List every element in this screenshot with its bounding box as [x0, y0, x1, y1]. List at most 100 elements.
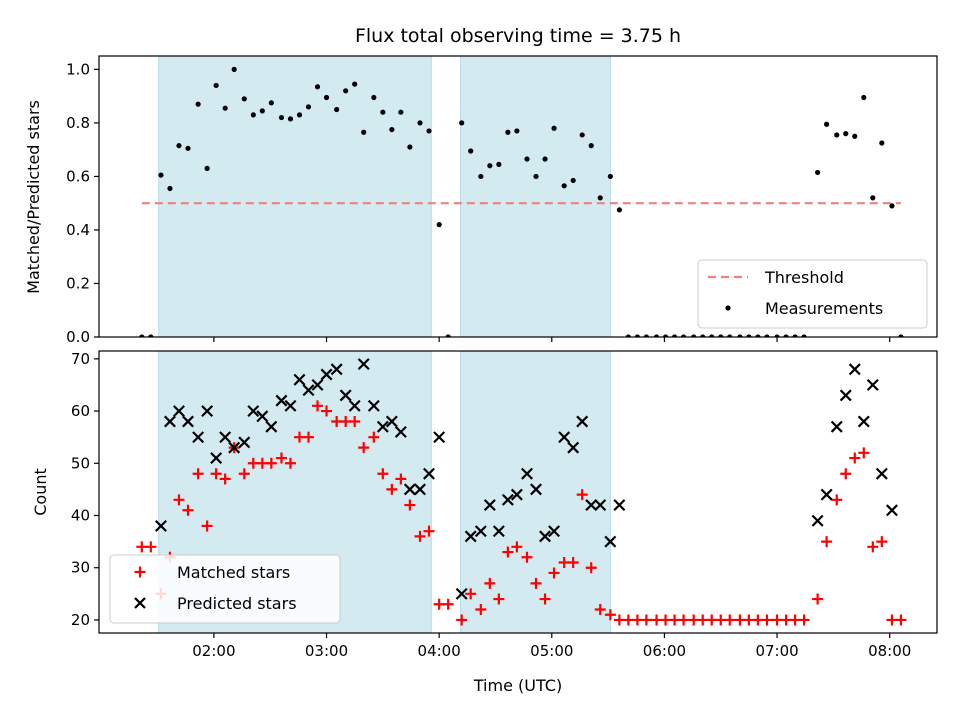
top-y-tick-label: 0.2 — [66, 274, 90, 292]
matched-star-point — [484, 577, 496, 589]
matched-star-point — [321, 405, 333, 417]
matched-star-point — [585, 562, 597, 574]
predicted-star-point — [594, 499, 607, 512]
measurement-point — [755, 334, 761, 337]
measurement-point — [533, 173, 539, 180]
bottom-y-axis-label: Count — [31, 468, 50, 516]
measurement-point — [231, 66, 237, 72]
matched-star-point — [539, 593, 551, 605]
matched-star-point — [858, 447, 870, 459]
matched-star-point — [604, 609, 616, 621]
measurement-point — [352, 81, 358, 87]
predicted-star-point — [163, 415, 176, 428]
predicted-star-point — [210, 452, 223, 465]
bottom-y-tick-label: 20 — [71, 611, 90, 629]
measurement-point — [407, 144, 413, 150]
matched-star-point — [284, 457, 296, 469]
predicted-star-point — [885, 504, 898, 517]
predicted-star-point — [857, 415, 870, 428]
matched-star-point — [275, 452, 287, 464]
measurement-point — [204, 165, 210, 171]
measurement-point — [259, 108, 265, 114]
measurement-point — [323, 94, 330, 101]
matched-star-point — [145, 541, 157, 553]
predicted-star-point — [394, 425, 407, 438]
predicted-star-point — [839, 389, 852, 402]
legend-predicted-swatch — [134, 597, 146, 609]
top-y-axis-label: Matched/Predicted stars — [24, 100, 43, 294]
measurement-point — [843, 131, 849, 137]
measurement-point — [561, 183, 567, 189]
measurement-point — [222, 105, 228, 111]
predicted-star-point — [567, 441, 580, 454]
matched-star-point — [210, 468, 222, 480]
top-y-tick-label: 0.4 — [66, 221, 90, 239]
top-observing-interval-2 — [460, 56, 611, 337]
predicted-star-point — [403, 483, 416, 496]
matched-star-point — [502, 546, 514, 558]
matched-star-point — [521, 551, 533, 563]
measurement-point — [824, 121, 830, 127]
predicted-star-point — [172, 405, 185, 418]
bottom-legend-label: Predicted stars — [177, 594, 297, 613]
measurement-point — [278, 114, 285, 121]
matched-star-point — [303, 431, 314, 443]
predicted-star-point — [275, 394, 288, 407]
measurement-point — [445, 334, 451, 337]
matched-star-point — [821, 536, 833, 548]
predicted-star-point — [357, 358, 370, 371]
bottom-y-tick-label: 30 — [71, 559, 90, 577]
measurement-point — [148, 334, 154, 337]
matched-star-point — [219, 473, 231, 485]
matched-star-point — [849, 452, 861, 464]
measurement-point — [296, 112, 303, 118]
matched-star-point — [173, 494, 185, 506]
measurement-point — [213, 82, 219, 89]
predicted-star-point — [548, 525, 561, 538]
measurement-point — [737, 334, 743, 337]
predicted-star-point — [510, 488, 523, 501]
measurement-point — [487, 163, 493, 169]
measurement-point — [852, 133, 858, 139]
measurement-point — [746, 334, 752, 337]
predicted-star-point — [367, 399, 380, 412]
matched-star-point — [368, 431, 380, 443]
predicted-star-point — [464, 530, 477, 543]
matched-star-point — [567, 557, 579, 568]
measurement-point — [662, 334, 669, 337]
predicted-star-point — [539, 530, 552, 543]
measurement-point — [834, 132, 840, 138]
matched-star-point — [201, 520, 213, 532]
top-y-tick-label: 1.0 — [66, 60, 90, 78]
measurement-point — [436, 222, 442, 228]
predicted-star-point — [875, 467, 888, 480]
top-panel: 0.0 0.2 0.4 0.6 0.8 1.0 Threshold Measurements — [66, 55, 938, 346]
chart-title: Flux total observing time = 3.75 h — [355, 25, 681, 47]
bottom-legend: Matched stars Predicted stars — [109, 554, 341, 624]
measurement-point — [815, 169, 821, 176]
top-axes-frame — [98, 55, 938, 338]
predicted-star-point — [474, 525, 487, 538]
matched-star-point — [404, 499, 416, 511]
top-series-measurements — [139, 66, 904, 337]
matched-star-point — [265, 457, 277, 469]
bottom-y-tick-label: 60 — [71, 402, 90, 420]
measurement-point — [195, 101, 201, 107]
matched-star-point — [312, 400, 324, 412]
measurement-point — [417, 120, 423, 126]
matched-star-point — [456, 614, 468, 626]
predicted-star-point — [423, 467, 435, 480]
measurement-point — [625, 334, 631, 337]
predicted-star-point — [613, 499, 626, 512]
predicted-star-point — [339, 389, 352, 402]
matched-star-point — [548, 567, 560, 579]
measurement-point — [343, 88, 349, 94]
measurement-point — [607, 173, 613, 180]
predicted-star-point — [284, 399, 297, 412]
matched-star-point — [840, 468, 852, 480]
top-plot-area — [139, 56, 904, 337]
measurement-point — [889, 203, 895, 209]
predicted-star-point — [247, 405, 260, 418]
matched-star-point — [640, 614, 652, 626]
